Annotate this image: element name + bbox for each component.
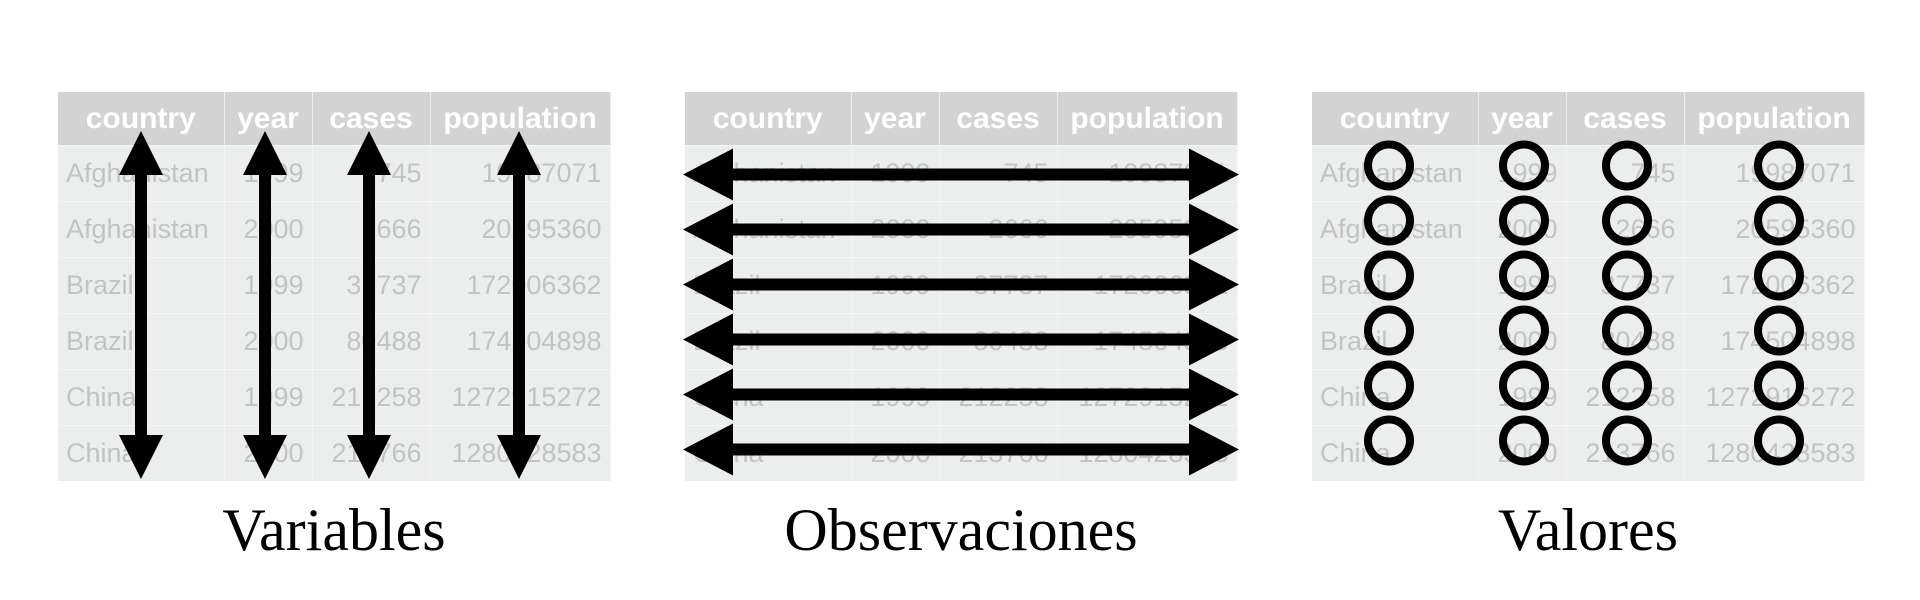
column-header-year: year xyxy=(1478,92,1567,146)
table-cell-country: Afghanistan xyxy=(1312,145,1479,202)
value-circle xyxy=(1754,360,1804,411)
value-circle xyxy=(1602,195,1652,246)
observations-panel: countryyearcasespopulationAfghanistan199… xyxy=(683,92,1239,481)
value-circle xyxy=(1499,140,1549,191)
value-circle xyxy=(1364,140,1414,191)
vertical-double-arrow xyxy=(497,131,541,479)
value-circle xyxy=(1754,195,1804,246)
caption-observations: Observaciones xyxy=(784,497,1138,563)
column-header-population: population xyxy=(430,92,611,146)
horizontal-double-arrow xyxy=(683,368,1239,421)
value-circle xyxy=(1499,360,1549,411)
value-circle xyxy=(1364,250,1414,301)
table-cell-cases: 2666 xyxy=(1566,201,1685,258)
value-circle xyxy=(1754,305,1804,356)
caption-variables: Variables xyxy=(222,497,446,563)
horizontal-double-arrow xyxy=(683,203,1239,256)
value-circle xyxy=(1499,195,1549,246)
value-circle xyxy=(1602,360,1652,411)
table-cell-year: 1999 xyxy=(1478,257,1567,314)
overlay-marks xyxy=(1364,140,1804,466)
values-panel: country year cases population Afghanistan 199… xyxy=(1312,92,1865,481)
column-header-country: country xyxy=(685,92,852,146)
column-header-country: country xyxy=(1312,92,1479,146)
table-cell-cases: 37737 xyxy=(1566,257,1685,314)
value-circle xyxy=(1602,305,1652,356)
value-circle xyxy=(1602,415,1652,466)
table-cell-cases: 213766 xyxy=(1566,425,1685,481)
value-circle xyxy=(1499,305,1549,356)
column-header-population: population xyxy=(1684,92,1865,146)
header-row: country year cases population xyxy=(1312,92,1865,146)
caption-values: Valores xyxy=(1498,497,1678,563)
column-header-year: year xyxy=(224,92,313,146)
variables-panel: countryyearcasespopulationAfghanistan199… xyxy=(58,92,611,481)
column-header-year: year xyxy=(851,92,940,146)
value-circle xyxy=(1499,415,1549,466)
table-cell-population: 172006362 xyxy=(1684,257,1865,314)
value-circle xyxy=(1364,360,1414,411)
column-header-cases: cases xyxy=(1566,92,1685,146)
value-circle xyxy=(1364,195,1414,246)
vertical-double-arrow xyxy=(119,131,163,479)
table-cell-cases: 37737 xyxy=(312,257,431,314)
vertical-double-arrow xyxy=(243,131,287,479)
column-header-cases: cases xyxy=(312,92,431,146)
table-cell-country: China xyxy=(1312,425,1479,481)
horizontal-double-arrow xyxy=(683,423,1239,476)
vertical-double-arrow xyxy=(347,131,391,479)
column-header-population: population xyxy=(1057,92,1238,146)
value-circle xyxy=(1754,250,1804,301)
value-circle xyxy=(1754,415,1804,466)
value-circle xyxy=(1364,415,1414,466)
table-cell-year: 2000 xyxy=(1478,201,1567,258)
value-circle xyxy=(1602,140,1652,191)
overlay-marks xyxy=(683,148,1239,476)
value-circle xyxy=(1754,140,1804,191)
value-circle xyxy=(1499,250,1549,301)
table-cell-cases: 745 xyxy=(1566,145,1685,202)
table-cell-country: Brazil xyxy=(1312,257,1479,314)
table-cell-country: China xyxy=(1312,369,1479,426)
header-row: country year cases population xyxy=(685,92,1238,146)
table-cell-population: 174504898 xyxy=(1684,313,1865,370)
value-circle xyxy=(1602,250,1652,301)
horizontal-double-arrow xyxy=(683,148,1239,201)
value-circle xyxy=(1364,305,1414,356)
overlay-marks xyxy=(119,131,541,479)
column-header-cases: cases xyxy=(939,92,1058,146)
horizontal-double-arrow xyxy=(683,258,1239,311)
horizontal-double-arrow xyxy=(683,313,1239,366)
